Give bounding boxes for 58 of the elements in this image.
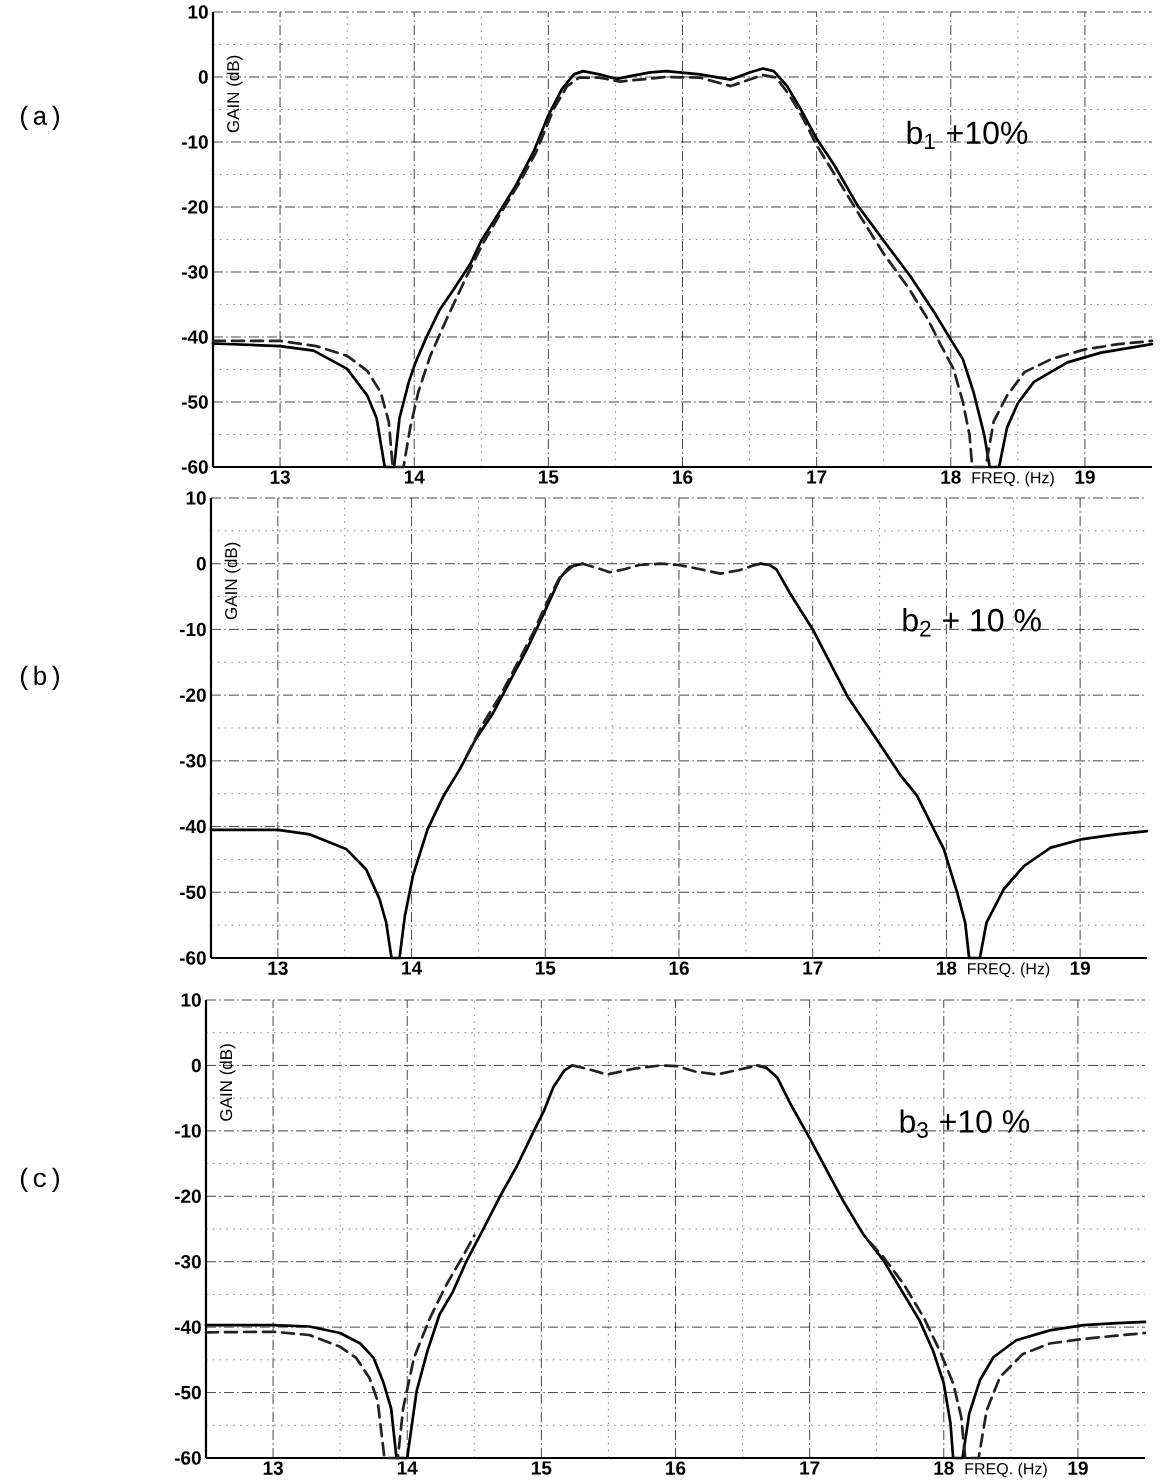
y-axis-title: GAIN (dB) — [224, 542, 241, 620]
y-tick-label: 0 — [198, 70, 208, 84]
y-tick-label: 0 — [191, 1058, 201, 1073]
y-tick-label: 10 — [186, 491, 206, 505]
x-tick-label: 17 — [803, 961, 823, 975]
x-tick-label: 15 — [538, 470, 559, 484]
y-tick-label: 10 — [181, 993, 201, 1007]
x-axis-title: FREQ. (Hz) — [968, 962, 1050, 978]
x-tick-label: 17 — [800, 1461, 820, 1475]
y-axis-title: GAIN (dB) — [226, 55, 243, 133]
x-tick-label: 16 — [666, 1461, 686, 1475]
x-tick-label: 19 — [1075, 470, 1095, 484]
y-axis-title: GAIN (dB) — [219, 1044, 236, 1121]
x-tick-label: 18 — [934, 1461, 954, 1475]
text: (b) — [20, 665, 60, 691]
x-tick-label: 14 — [402, 961, 423, 975]
x-tick-label: 14 — [404, 470, 425, 484]
x-tick-label: 13 — [268, 961, 288, 975]
x-tick-label: 16 — [669, 961, 689, 975]
annotation: b$_{2}$ + 10 % — [903, 608, 1041, 637]
y-tick-label: -10 — [179, 622, 206, 637]
x-tick-label: 16 — [673, 470, 693, 484]
y-tick-label: -10 — [174, 1124, 201, 1138]
y-tick-label: -20 — [179, 688, 206, 702]
x-tick-label: 19 — [1070, 961, 1091, 975]
y-tick-label: 0 — [196, 556, 206, 571]
x-tick-label: 18 — [937, 961, 957, 975]
y-tick-label: -20 — [174, 1189, 201, 1204]
y-tick-label: -20 — [181, 200, 208, 214]
y-tick-label: -50 — [174, 1385, 201, 1400]
x-axis-title: FREQ. (Hz) — [965, 1462, 1047, 1478]
y-tick-label: 10 — [188, 5, 208, 19]
y-tick-label: -40 — [174, 1320, 201, 1334]
annotation: b$_{3}$ +10 % — [900, 1109, 1030, 1138]
annotation: b$_{1}$ +10% — [907, 120, 1028, 150]
y-tick-label: -30 — [174, 1254, 201, 1269]
y-tick-label: -40 — [181, 330, 208, 344]
x-tick-label: 19 — [1068, 1461, 1088, 1475]
y-tick-label: -50 — [181, 395, 208, 409]
y-tick-label: -60 — [181, 460, 208, 474]
y-tick-label: -30 — [181, 265, 208, 279]
x-tick-label: 13 — [263, 1461, 283, 1475]
y-tick-label: -60 — [174, 1451, 201, 1465]
x-tick-label: 15 — [531, 1461, 552, 1475]
x-tick-label: 17 — [807, 470, 827, 484]
y-tick-label: -60 — [179, 951, 206, 965]
y-tick-label: -10 — [181, 135, 208, 149]
text: (a) — [20, 105, 60, 131]
x-tick-label: 18 — [941, 470, 961, 484]
x-tick-label: 14 — [397, 1461, 418, 1475]
y-tick-label: -30 — [179, 754, 206, 768]
x-tick-label: 13 — [270, 470, 290, 484]
y-tick-label: -50 — [179, 885, 206, 900]
x-axis-title: FREQ. (Hz) — [972, 471, 1054, 487]
x-tick-label: 15 — [535, 961, 556, 975]
text: (c) — [20, 1167, 60, 1193]
y-tick-label: -40 — [179, 819, 206, 834]
line-series — [465, 562, 772, 758]
